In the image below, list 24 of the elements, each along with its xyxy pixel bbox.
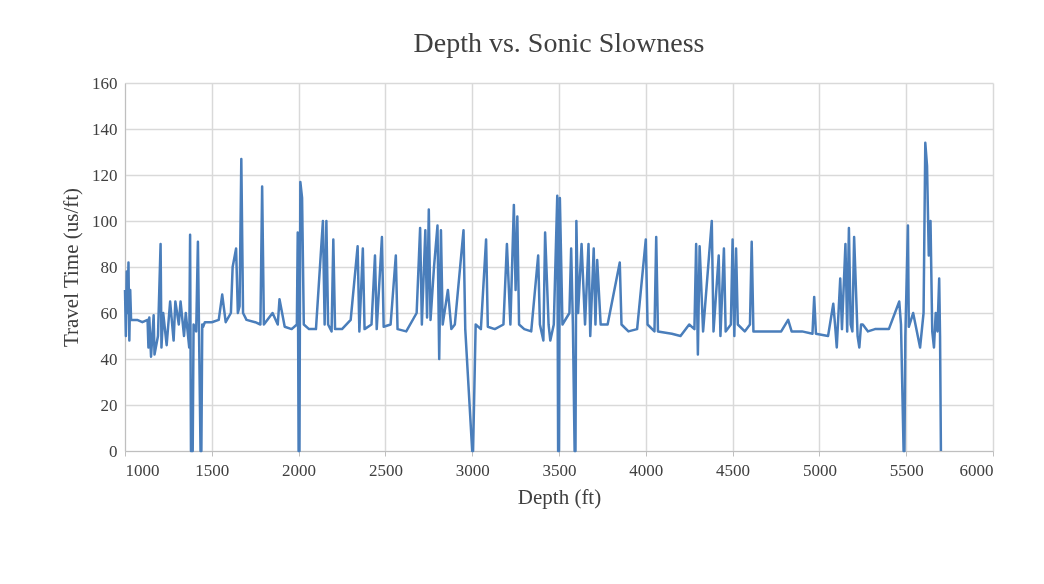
- x-tick-label: 3000: [455, 460, 490, 480]
- x-tick-label: 2500: [368, 460, 403, 480]
- chart-title: Depth vs. Sonic Slowness: [413, 27, 705, 58]
- y-tick-label: 60: [100, 303, 118, 323]
- y-tick-label: 40: [100, 349, 118, 369]
- y-tick-label: 120: [92, 165, 118, 185]
- y-tick-label: 140: [92, 119, 118, 139]
- x-tick-label: 4500: [716, 460, 751, 480]
- y-tick-label: 160: [92, 73, 118, 93]
- x-tick-label: 2000: [282, 460, 317, 480]
- x-tick-label: 3500: [542, 460, 577, 480]
- line-series: [123, 141, 943, 453]
- x-tick-label: 5500: [889, 460, 924, 480]
- x-tick-label: 4000: [629, 460, 664, 480]
- x-tick-label: 1000: [125, 460, 160, 480]
- y-tick-label: 80: [100, 257, 118, 277]
- y-tick-label: 100: [92, 211, 118, 231]
- y-axis-title: Travel Time (us/ft): [59, 187, 83, 348]
- y-tick-label: 20: [100, 395, 118, 415]
- x-tick-label: 6000: [959, 460, 994, 480]
- x-tick-label: 5000: [802, 460, 837, 480]
- x-tick-label: 1500: [195, 460, 230, 480]
- x-axis-title: Depth (ft): [517, 484, 602, 509]
- y-tick-label: 0: [109, 441, 118, 461]
